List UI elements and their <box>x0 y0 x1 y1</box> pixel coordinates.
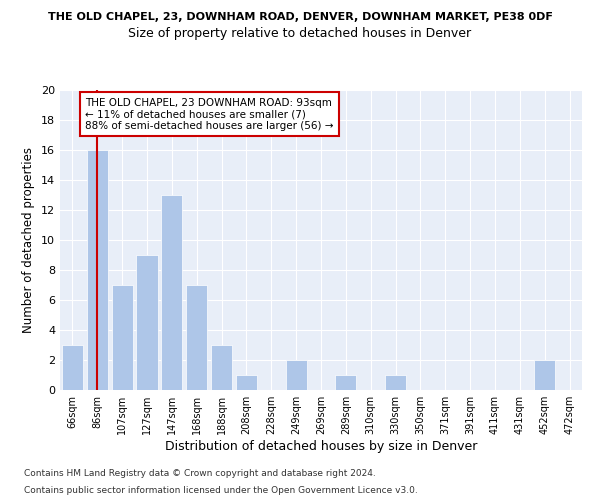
Text: Contains public sector information licensed under the Open Government Licence v3: Contains public sector information licen… <box>24 486 418 495</box>
Bar <box>136 255 158 390</box>
Bar <box>211 345 232 390</box>
Text: THE OLD CHAPEL, 23, DOWNHAM ROAD, DENVER, DOWNHAM MARKET, PE38 0DF: THE OLD CHAPEL, 23, DOWNHAM ROAD, DENVER… <box>47 12 553 22</box>
Bar <box>161 195 182 390</box>
Bar <box>236 375 257 390</box>
Bar <box>62 345 83 390</box>
Text: Size of property relative to detached houses in Denver: Size of property relative to detached ho… <box>128 28 472 40</box>
Bar <box>186 285 207 390</box>
Y-axis label: Number of detached properties: Number of detached properties <box>22 147 35 333</box>
Bar <box>112 285 133 390</box>
Bar <box>87 150 108 390</box>
Text: THE OLD CHAPEL, 23 DOWNHAM ROAD: 93sqm
← 11% of detached houses are smaller (7)
: THE OLD CHAPEL, 23 DOWNHAM ROAD: 93sqm ←… <box>85 98 334 130</box>
Bar <box>534 360 555 390</box>
X-axis label: Distribution of detached houses by size in Denver: Distribution of detached houses by size … <box>165 440 477 453</box>
Bar <box>335 375 356 390</box>
Text: Contains HM Land Registry data © Crown copyright and database right 2024.: Contains HM Land Registry data © Crown c… <box>24 468 376 477</box>
Bar <box>385 375 406 390</box>
Bar <box>286 360 307 390</box>
